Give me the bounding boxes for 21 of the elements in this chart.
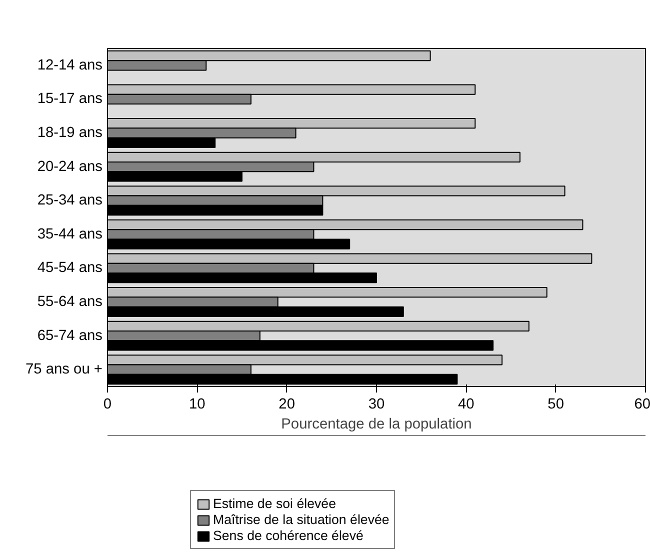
legend-label: Maîtrise de la situation élevée	[213, 512, 390, 527]
y-tick-label: 15-17 ans	[37, 91, 102, 108]
y-tick-label: 25-34 ans	[37, 192, 102, 209]
x-tick-label: 30	[368, 396, 385, 412]
y-tick-label: 18-19 ans	[37, 125, 102, 141]
x-tick-label: 40	[458, 396, 474, 412]
y-tick-label: 35-44 ans	[37, 226, 102, 242]
x-axis-title: Pourcentage de la population	[281, 416, 472, 432]
x-tick-label: 0	[103, 396, 112, 412]
x-tick-label: 60	[634, 396, 650, 412]
y-tick-label: 65-74 ans	[37, 328, 102, 344]
y-tick-label: 45-54 ans	[37, 260, 102, 276]
y-tick-label: 75 ans ou +	[25, 362, 103, 378]
x-tick-label: 10	[189, 396, 206, 412]
y-tick-label: 12-14 ans	[37, 57, 102, 74]
y-tick-label: 55-64 ans	[37, 294, 102, 310]
x-tick-label: 50	[548, 396, 564, 412]
legend-label: Sens de cohérence élevé	[213, 528, 364, 543]
legend-label: Estime de soi élevée	[213, 496, 336, 511]
y-tick-label: 20-24 ans	[37, 158, 102, 175]
x-tick-label: 20	[278, 396, 295, 412]
